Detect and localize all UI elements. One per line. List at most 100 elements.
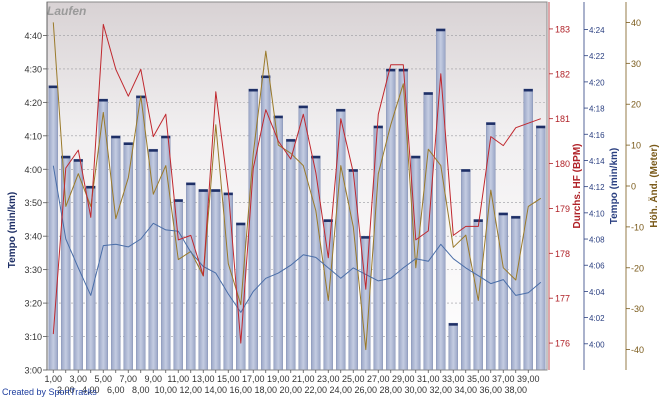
- tempo-bar-cap: [336, 109, 346, 112]
- x-tick-label: 39,00: [517, 374, 540, 384]
- elev-tick-label: 20: [631, 100, 641, 110]
- tempo-bar-cap: [186, 182, 196, 186]
- tempo-right-tick-label: 4:02: [589, 314, 605, 323]
- tempo-bar-cap: [123, 142, 133, 146]
- tempo-right-tick-label: 4:12: [589, 183, 605, 192]
- tempo-bar: [186, 182, 196, 371]
- x-tick-label: 31,00: [417, 374, 440, 384]
- tempo-bar: [448, 322, 458, 371]
- left-tick-label: 3:40: [24, 232, 42, 242]
- x-tick-label: 17,00: [242, 374, 265, 384]
- tempo-right-tick-label: 4:04: [589, 288, 605, 297]
- hr-tick-label: 182: [555, 69, 570, 79]
- tempo-bar-cap: [61, 155, 71, 159]
- tempo-right-tick-label: 4:20: [589, 78, 605, 87]
- tempo-bar: [61, 155, 71, 371]
- axes: 3:00 3:10 3:20 3:30 3:40 3:50 4:00 4:10 4:20 4:30…: [7, 2, 660, 395]
- left-tick-label: 4:30: [24, 64, 42, 74]
- tempo-bar: [261, 75, 271, 371]
- tempo-bar-cap: [298, 105, 308, 109]
- x-tick-label: 21,00: [292, 374, 315, 384]
- elev-tick-label: 0: [631, 182, 636, 192]
- tempo-bar-cap: [523, 88, 533, 92]
- tempo-bar-cap: [48, 85, 58, 89]
- left-tick-label: 4:40: [24, 31, 42, 41]
- hr-axis-title: Durchs. HF (BPM): [572, 144, 583, 229]
- tempo-bar-cap: [448, 323, 458, 326]
- hr-tick-label: 183: [555, 24, 570, 34]
- x-tick-label: 2,00: [57, 385, 75, 395]
- x-tick-label: 6,00: [107, 385, 125, 395]
- hr-tick-label: 180: [555, 159, 570, 169]
- tempo-bar-cap: [373, 125, 383, 129]
- tempo-bar: [336, 108, 346, 371]
- tempo-right-tick-label: 4:18: [589, 105, 605, 114]
- tempo-bar: [161, 135, 171, 371]
- x-tick-label: 14,00: [204, 385, 227, 395]
- tempo-bar-cap: [261, 75, 271, 79]
- left-tick-label: 3:00: [24, 366, 42, 376]
- tempo-bar-cap: [173, 199, 183, 202]
- tempo-bar-cap: [436, 28, 446, 32]
- tempo-bar-cap: [98, 99, 108, 102]
- x-tick-label: 5,00: [94, 374, 112, 384]
- x-tick-label: 34,00: [454, 385, 477, 395]
- elev-tick-label: 40: [631, 18, 641, 28]
- tempo-bar: [498, 212, 508, 371]
- x-tick-label: 15,00: [217, 374, 240, 384]
- tempo-bar: [311, 155, 321, 371]
- hr-tick-label: 178: [555, 249, 570, 259]
- tempo-bar: [148, 148, 158, 371]
- tempo-bar: [73, 158, 83, 371]
- elev-axis-title: Höh. Änd. (Meter): [647, 144, 660, 227]
- left-tick-label: 3:30: [24, 265, 42, 275]
- tempo-bar-cap: [86, 186, 96, 189]
- hr-tick-label: 177: [555, 294, 570, 304]
- x-tick-label: 27,00: [367, 374, 390, 384]
- tempo-right-tick-label: 4:16: [589, 131, 605, 140]
- tempo-bar-cap: [211, 189, 221, 192]
- left-tick-label: 3:10: [24, 332, 42, 342]
- tempo-bar: [48, 85, 58, 371]
- x-tick-label: 10,00: [154, 385, 177, 395]
- x-tick-label: 24,00: [329, 385, 352, 395]
- x-tick-label: 25,00: [342, 374, 365, 384]
- tempo-bar: [286, 138, 296, 371]
- tempo-bar-cap: [486, 122, 496, 125]
- plot-area: [47, 2, 547, 370]
- tempo-right-tick-label: 4:22: [589, 52, 605, 61]
- tempo-bar-cap: [311, 155, 321, 159]
- x-tick-label: 38,00: [504, 385, 527, 395]
- left-tick-label: 4:10: [24, 131, 42, 141]
- x-tick-label: 16,00: [229, 385, 252, 395]
- tempo-right-tick-label: 4:24: [589, 26, 605, 35]
- tempo-bar: [211, 189, 221, 371]
- x-tick-label: 29,00: [392, 374, 415, 384]
- tempo-bar-cap: [386, 68, 396, 72]
- tempo-bar-cap: [73, 159, 83, 162]
- elev-tick-label: -30: [631, 304, 644, 314]
- x-tick-label: 35,00: [467, 374, 490, 384]
- x-tick-label: 23,00: [317, 374, 340, 384]
- tempo-bar-cap: [248, 88, 258, 92]
- left-tick-label: 3:20: [24, 299, 42, 309]
- x-tick-label: 18,00: [254, 385, 277, 395]
- tempo-bar: [473, 219, 483, 371]
- left-tick-label: 3:50: [24, 198, 42, 208]
- tempo-bar-cap: [286, 139, 296, 142]
- tempo-bar-cap: [498, 212, 508, 216]
- x-tick-label: 22,00: [304, 385, 327, 395]
- left-tick-label: 4:00: [24, 165, 42, 175]
- left-axis-title: Tempo (min/km): [7, 192, 18, 268]
- x-tick-label: 37,00: [492, 374, 515, 384]
- x-tick-label: 8,00: [132, 385, 150, 395]
- tempo-bar: [198, 189, 208, 371]
- heart-rate-line: [52, 23, 541, 344]
- x-tick-label: 33,00: [442, 374, 465, 384]
- tempo-bar-cap: [536, 125, 546, 129]
- left-tick-label: 4:20: [24, 98, 42, 108]
- x-tick-label: 3,00: [69, 374, 87, 384]
- tempo-bar: [223, 192, 233, 371]
- x-tick-label: 12,00: [179, 385, 202, 395]
